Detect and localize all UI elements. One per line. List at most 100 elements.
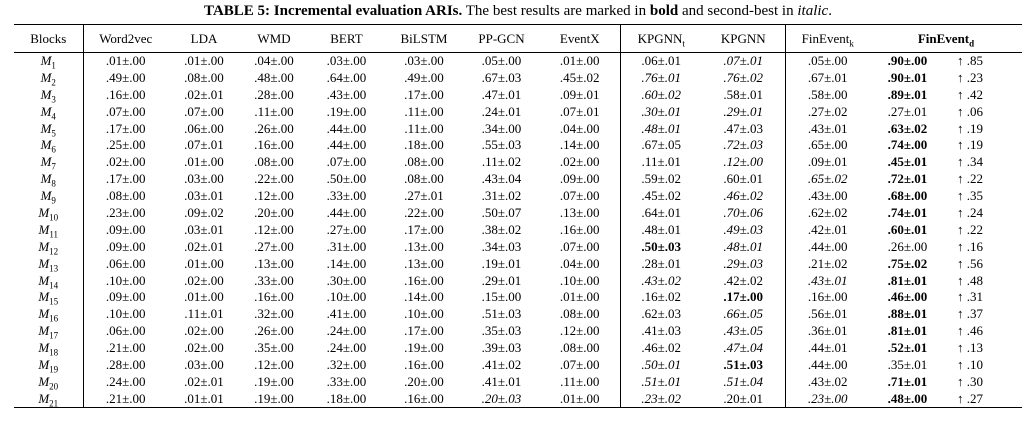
value-cell: .50±.07 <box>481 204 522 220</box>
gain-cell: ↑ .35 <box>957 188 983 204</box>
value-cell: .42±.01 <box>807 221 848 237</box>
value-cell: .48±.01 <box>702 238 786 256</box>
value-cell: .72±.03 <box>702 136 786 154</box>
value-cell: .58±.01 <box>702 86 786 104</box>
value-cell: .81±.01 <box>887 272 928 288</box>
block-name: M <box>38 373 50 389</box>
value-cell: .62±.03 <box>641 306 682 322</box>
value-cell: .76±.02 <box>702 69 786 87</box>
value-cell: .04±.00 <box>254 53 294 69</box>
value-cell: .88±.01 <box>887 306 928 322</box>
value-cell: .36±.01 <box>807 323 848 339</box>
table-row: M11 .09±.00 .03±.01 .12±.00 .27±.00 .17±.00 .3… <box>14 221 1022 240</box>
value-cell: .01±.00 <box>184 289 224 305</box>
block-subscript: 18 <box>49 347 59 358</box>
value-cell: .12±.00 <box>254 221 294 237</box>
value-cell: .19±.00 <box>254 390 294 406</box>
table-row: M15 .09±.00 .01±.00 .16±.00 .10±.00 .14±.00 .1… <box>14 288 1022 307</box>
value-cell: .08±.00 <box>184 69 224 85</box>
gain-cell: ↑ .19 <box>957 120 983 136</box>
value-cell: .41±.00 <box>326 306 367 322</box>
value-cell: .19±.00 <box>404 340 444 356</box>
value-cell: .29±.01 <box>481 272 522 288</box>
value-cell: .22±.00 <box>254 171 294 187</box>
block-name: M <box>38 221 50 237</box>
value-cell: .14±.00 <box>404 289 444 305</box>
header-text: KPGNN <box>637 30 683 46</box>
value-cell: .02±.00 <box>105 154 146 170</box>
column-header: EventX <box>540 24 621 53</box>
gain-cell: ↑ .27 <box>957 390 983 406</box>
value-cell: .16±.02 <box>641 289 682 305</box>
value-cell: .46±.00 <box>887 289 928 305</box>
value-cell: .49±.00 <box>105 69 146 85</box>
value-cell: .06±.00 <box>105 323 146 339</box>
value-cell: .43±.01 <box>807 272 848 288</box>
value-cell: .24±.00 <box>105 373 146 389</box>
value-cell: .18±.00 <box>326 390 367 406</box>
value-cell: .02±.01 <box>184 373 224 389</box>
value-cell: .72±.01 <box>887 171 928 187</box>
value-cell: .20±.03 <box>481 390 522 406</box>
value-cell: .11±.01 <box>184 306 224 322</box>
block-cell: M16 <box>14 305 84 323</box>
block-cell: M4 <box>14 103 84 121</box>
value-cell: .48±.01 <box>641 221 682 237</box>
value-cell: .33±.00 <box>326 373 367 389</box>
value-cell: .13±.00 <box>404 255 444 271</box>
caption-italic: italic <box>797 3 829 19</box>
value-cell: .44±.01 <box>807 340 848 356</box>
value-cell: .08±.00 <box>105 188 146 204</box>
value-cell: .03±.00 <box>404 53 444 69</box>
value-cell: .27±.02 <box>807 103 848 119</box>
value-cell: .19±.01 <box>481 255 522 271</box>
block-subscript: 3 <box>51 94 56 105</box>
value-cell: .10±.00 <box>404 306 444 322</box>
value-cell: .27±.00 <box>326 221 367 237</box>
value-cell: .74±.01 <box>887 204 928 220</box>
value-cell: .07±.00 <box>105 103 146 119</box>
value-cell: .02±.00 <box>184 272 224 288</box>
value-cell: .89±.01 <box>887 86 928 102</box>
gain-cell: ↑ .34 <box>957 154 983 170</box>
gain-cell: ↑ .13 <box>957 340 983 356</box>
value-cell: .16±.00 <box>404 356 444 372</box>
value-cell: .62±.02 <box>807 204 848 220</box>
value-cell: .16±.00 <box>540 221 621 239</box>
caption: TABLE 5: Incremental evaluation ARIs. Th… <box>0 3 1036 20</box>
block-name: M <box>40 86 52 102</box>
value-cell: .12±.00 <box>254 188 294 204</box>
gain-cell: ↑ .30 <box>957 373 983 389</box>
table-row: M20 .24±.00 .02±.01 .19±.00 .33±.00 .20±.00 .4… <box>14 373 1022 391</box>
value-cell: .48±.00 <box>887 390 928 406</box>
value-cell: .09±.02 <box>184 204 224 220</box>
value-cell: .44±.00 <box>807 238 848 254</box>
value-cell: .20±.00 <box>254 204 294 220</box>
block-cell: M21 <box>14 390 84 408</box>
value-cell: .49±.00 <box>404 69 444 85</box>
column-header: Blocks <box>14 24 84 53</box>
block-name: M <box>40 103 52 119</box>
value-cell: .26±.00 <box>254 120 294 136</box>
value-cell: .03±.00 <box>326 53 367 69</box>
block-subscript: 7 <box>51 161 56 172</box>
block-name: M <box>40 137 52 153</box>
value-cell: .11±.00 <box>540 373 621 391</box>
value-cell: .08±.00 <box>404 171 444 187</box>
column-header: LDA <box>190 30 218 46</box>
value-cell: .27±.01 <box>404 188 444 204</box>
table-row: M3 .16±.00 .02±.01 .28±.00 .43±.00 .17±.00 .47… <box>14 86 1022 105</box>
table-row: M7 .02±.00 .01±.00 .08±.00 .07±.00 .08±.00 .11… <box>14 153 1022 172</box>
block-subscript: 17 <box>49 330 59 341</box>
value-cell: .34±.00 <box>481 120 522 136</box>
value-cell: .49±.03 <box>702 221 786 239</box>
value-cell: .75±.02 <box>887 255 928 271</box>
value-cell: .74±.00 <box>887 137 928 153</box>
value-cell: .17±.00 <box>702 288 786 306</box>
value-cell: .03±.01 <box>184 188 224 204</box>
value-cell: .08±.00 <box>254 154 294 170</box>
block-subscript: 11 <box>49 229 58 240</box>
value-cell: .02±.00 <box>184 323 224 339</box>
value-cell: .01±.01 <box>184 390 224 406</box>
value-cell: .06±.01 <box>641 53 682 69</box>
